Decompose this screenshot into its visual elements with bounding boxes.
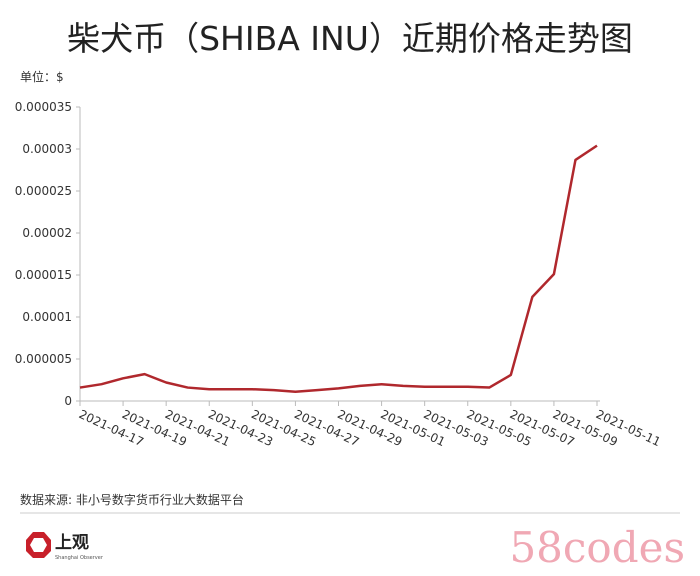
price-line bbox=[79, 144, 598, 394]
y-tick-label: 0.000025 bbox=[15, 184, 72, 198]
y-tick-label: 0.000035 bbox=[15, 100, 72, 114]
chart-title: 柴犬币（SHIBA INU）近期价格走势图 bbox=[67, 19, 633, 58]
logo-subtitle: Shanghai Observer bbox=[55, 555, 104, 561]
y-tick-label: 0.00001 bbox=[22, 310, 72, 324]
source: 数据来源: 非小号数字货币行业大数据平台 bbox=[20, 492, 244, 507]
logo-icon bbox=[26, 532, 51, 558]
unit-label: 单位：$ bbox=[20, 69, 64, 84]
y-tick-label: 0.000015 bbox=[15, 268, 72, 282]
y-tick-label: 0.00002 bbox=[22, 226, 72, 240]
y-tick-label: 0.000005 bbox=[15, 352, 72, 366]
logo: 上观 bbox=[55, 533, 89, 553]
y-tick-label: 0 bbox=[64, 394, 72, 408]
y-tick-label: 0.00003 bbox=[22, 142, 72, 156]
watermark: 58codes bbox=[509, 523, 685, 572]
